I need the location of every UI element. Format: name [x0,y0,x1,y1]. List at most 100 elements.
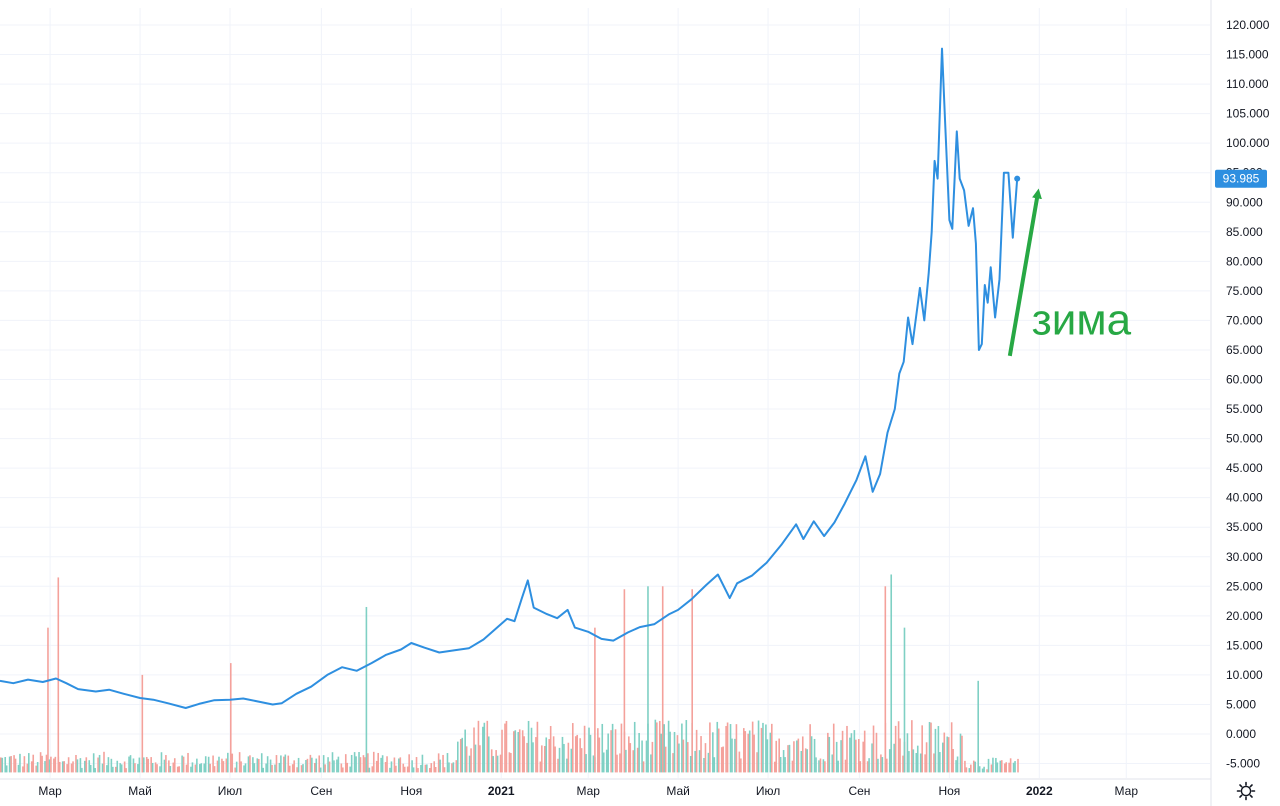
volume-bar [806,749,808,773]
volume-bar [101,763,104,773]
volume-spike [977,680,979,773]
volume-bar [549,726,552,773]
volume-bar [19,753,21,773]
volume-bar [775,740,778,773]
volume-bar [716,721,719,773]
volume-bar [266,756,269,773]
volume-bar [779,757,782,773]
volume-bar [959,733,962,773]
volume-bar [260,753,263,773]
volume-bar [978,766,981,773]
volume-bar [871,743,873,773]
volume-bar [97,757,99,773]
volume-bar [1017,758,1019,773]
volume-spike [57,577,60,773]
volume-bar [1005,762,1008,773]
volume-bar [26,763,29,773]
volume-bar [44,761,46,773]
volume-bar [380,757,382,773]
volume-bar [293,760,295,773]
volume-bar [81,767,83,773]
y-tick-label: 35.000 [1226,520,1263,534]
time-axis[interactable]: Мар Май Июл Сен Ноя 2021 Мар Май Июл Сен Ноя 2022 Ма… [0,778,1211,798]
volume-bar [358,752,360,773]
volume-bar [296,767,298,773]
volume-bar [1,757,4,773]
volume-bar [784,757,786,773]
volume-bar [319,767,322,773]
volume-bar [863,730,866,773]
volume-bar [496,755,499,773]
volume-bar [748,730,751,773]
volume-bar [725,726,727,773]
volume-bar [897,721,900,773]
volume-bar [996,762,999,773]
volume-bar [89,764,92,773]
volume-bar [461,737,464,773]
volume-bar [521,730,524,773]
volume-bar [327,757,329,773]
volume-bar [30,761,33,773]
volume-bar [107,757,110,773]
price-axis[interactable]: -5.000 0.000 5.000 10.000 15.000 20.000 25.000… [1210,0,1270,806]
volume-bar [742,728,745,773]
volume-bar [403,766,406,773]
volume-bar [567,742,570,773]
volume-bar [256,758,259,773]
volume-bar [990,764,993,773]
volume-bar [191,762,194,773]
volume-bar [253,763,256,773]
volume-bar [35,765,37,773]
volume-bar [813,738,816,773]
annotation-arrow [1007,188,1042,357]
volume-bar [753,734,755,773]
volume-bar [862,741,865,773]
volume-bar [340,763,343,773]
volume-bar [681,723,683,773]
volume-bar [314,762,316,773]
volume-spike [365,606,368,773]
volume-bar [972,760,975,773]
volume-bar [628,736,630,773]
volume-bar [486,720,489,773]
volume-bar [510,753,512,773]
volume-bar [278,762,281,773]
y-tick-label: -5.000 [1226,757,1260,771]
volume-bar [172,762,175,773]
volume-bar [76,759,79,773]
volume-bar [337,756,340,773]
volume-bar [160,752,163,773]
volume-bar [67,757,70,773]
volume-bar [915,752,918,773]
volume-bar [23,756,26,773]
volume-bar [5,765,8,773]
volume-bar [970,764,972,773]
volume-bar [402,763,405,773]
volume-bar [956,756,959,773]
volume-bar [137,764,139,773]
volume-bar [636,747,639,773]
volume-bar [574,736,577,773]
volume-bar [731,738,733,773]
volume-bar [185,764,188,773]
volume-bar [14,758,17,773]
volume-bar [676,735,679,773]
volume-bar [987,758,990,773]
volume-bar [712,732,714,773]
volume-bar [375,760,378,773]
volume-bar [315,758,318,773]
volume-bar [694,750,696,773]
volume-bar [199,764,201,773]
volume-bar [539,761,542,773]
settings-gear-icon[interactable] [1236,781,1256,801]
volume-bar [424,764,427,773]
volume-bar [650,754,652,773]
volume-spike [884,586,887,773]
volume-bar [63,761,65,773]
volume-spike [229,663,232,773]
volume-bar [536,721,539,773]
volume-bar [832,723,835,773]
volume-bar [672,753,674,773]
volume-bar [417,768,419,773]
